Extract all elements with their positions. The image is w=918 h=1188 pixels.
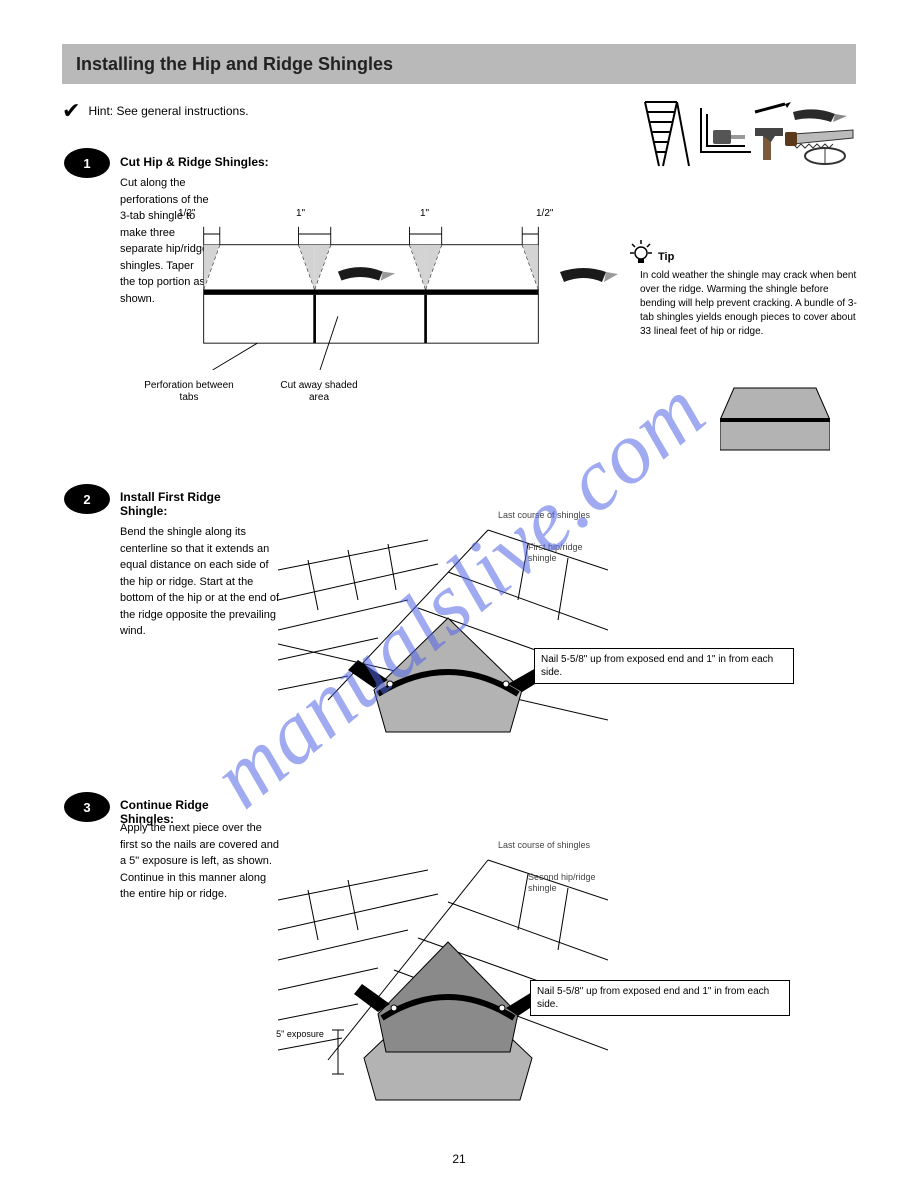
hint-row: ✔ Hint: See general instructions. xyxy=(62,100,249,122)
nail-callout-step3: Nail 5-5/8" up from exposed end and 1" i… xyxy=(530,980,790,1016)
tape-measure-icon xyxy=(713,130,745,144)
step-2-number: 2 xyxy=(64,484,110,514)
hint-text: Hint: See general instructions. xyxy=(88,104,248,118)
tools-required-group xyxy=(635,94,865,164)
hand-saw-icon xyxy=(785,130,853,148)
step2-annot-2: First hip/ridge shingle xyxy=(528,542,608,564)
step-2-label: Install First Ridge Shingle: xyxy=(120,490,260,518)
dim-half-right: 1/2" xyxy=(536,208,553,220)
roof-diagram-step3: Nail 5-5/8" up from exposed end and 1" i… xyxy=(278,830,608,1120)
dim-half-left: 1/2" xyxy=(178,208,195,220)
checkmark-icon: ✔ xyxy=(62,100,80,122)
single-ridge-shingle-illustration xyxy=(720,384,830,454)
step-1-label: Cut Hip & Ridge Shingles: xyxy=(120,155,269,169)
step-3-num-text: 3 xyxy=(83,800,90,815)
ladder-icon xyxy=(645,102,689,166)
shingle-cut-diagram: 1/2" 1" 1" 1/2" Perforation between tabs… xyxy=(184,200,558,370)
safety-glasses-icon xyxy=(805,148,845,164)
section-title: Installing the Hip and Ridge Shingles xyxy=(76,54,393,75)
step-2-body: Bend the shingle along its centerline so… xyxy=(120,524,280,640)
pencil-icon xyxy=(755,102,791,112)
perforation-callout: Perforation between tabs xyxy=(144,380,234,404)
step-3-number: 3 xyxy=(64,792,110,822)
utility-knife-icon xyxy=(793,109,847,122)
page-number: 21 xyxy=(0,1152,918,1166)
tip-heading: Tip xyxy=(658,250,860,265)
step-2-num-text: 2 xyxy=(83,492,90,507)
step3-annot-1: Last course of shingles xyxy=(498,840,590,851)
section-title-bar: Installing the Hip and Ridge Shingles xyxy=(62,44,856,84)
step-1-num-text: 1 xyxy=(83,156,90,171)
step-1-number: 1 xyxy=(64,148,110,178)
tip-block: Tip In cold weather the shingle may crac… xyxy=(640,250,860,339)
exposure-label: 5" exposure xyxy=(272,1030,328,1040)
hammer-icon xyxy=(755,128,783,160)
cutaway-callout: Cut away shaded area xyxy=(274,380,364,404)
dim-tab-1: 1" xyxy=(296,208,305,220)
step2-annot-1: Last course of shingles xyxy=(498,510,590,521)
nail-callout-step2: Nail 5-5/8" up from exposed end and 1" i… xyxy=(534,648,794,684)
dim-tab-2: 1" xyxy=(420,208,429,220)
tip-text: In cold weather the shingle may crack wh… xyxy=(640,269,860,339)
lightbulb-icon xyxy=(626,238,656,268)
roof-diagram-step2: Nail 5-5/8" up from exposed end and 1" i… xyxy=(278,500,608,760)
step-3-body: Apply the next piece over the first so t… xyxy=(120,820,280,903)
step3-annot-2: Second hip/ridge shingle xyxy=(528,872,608,894)
